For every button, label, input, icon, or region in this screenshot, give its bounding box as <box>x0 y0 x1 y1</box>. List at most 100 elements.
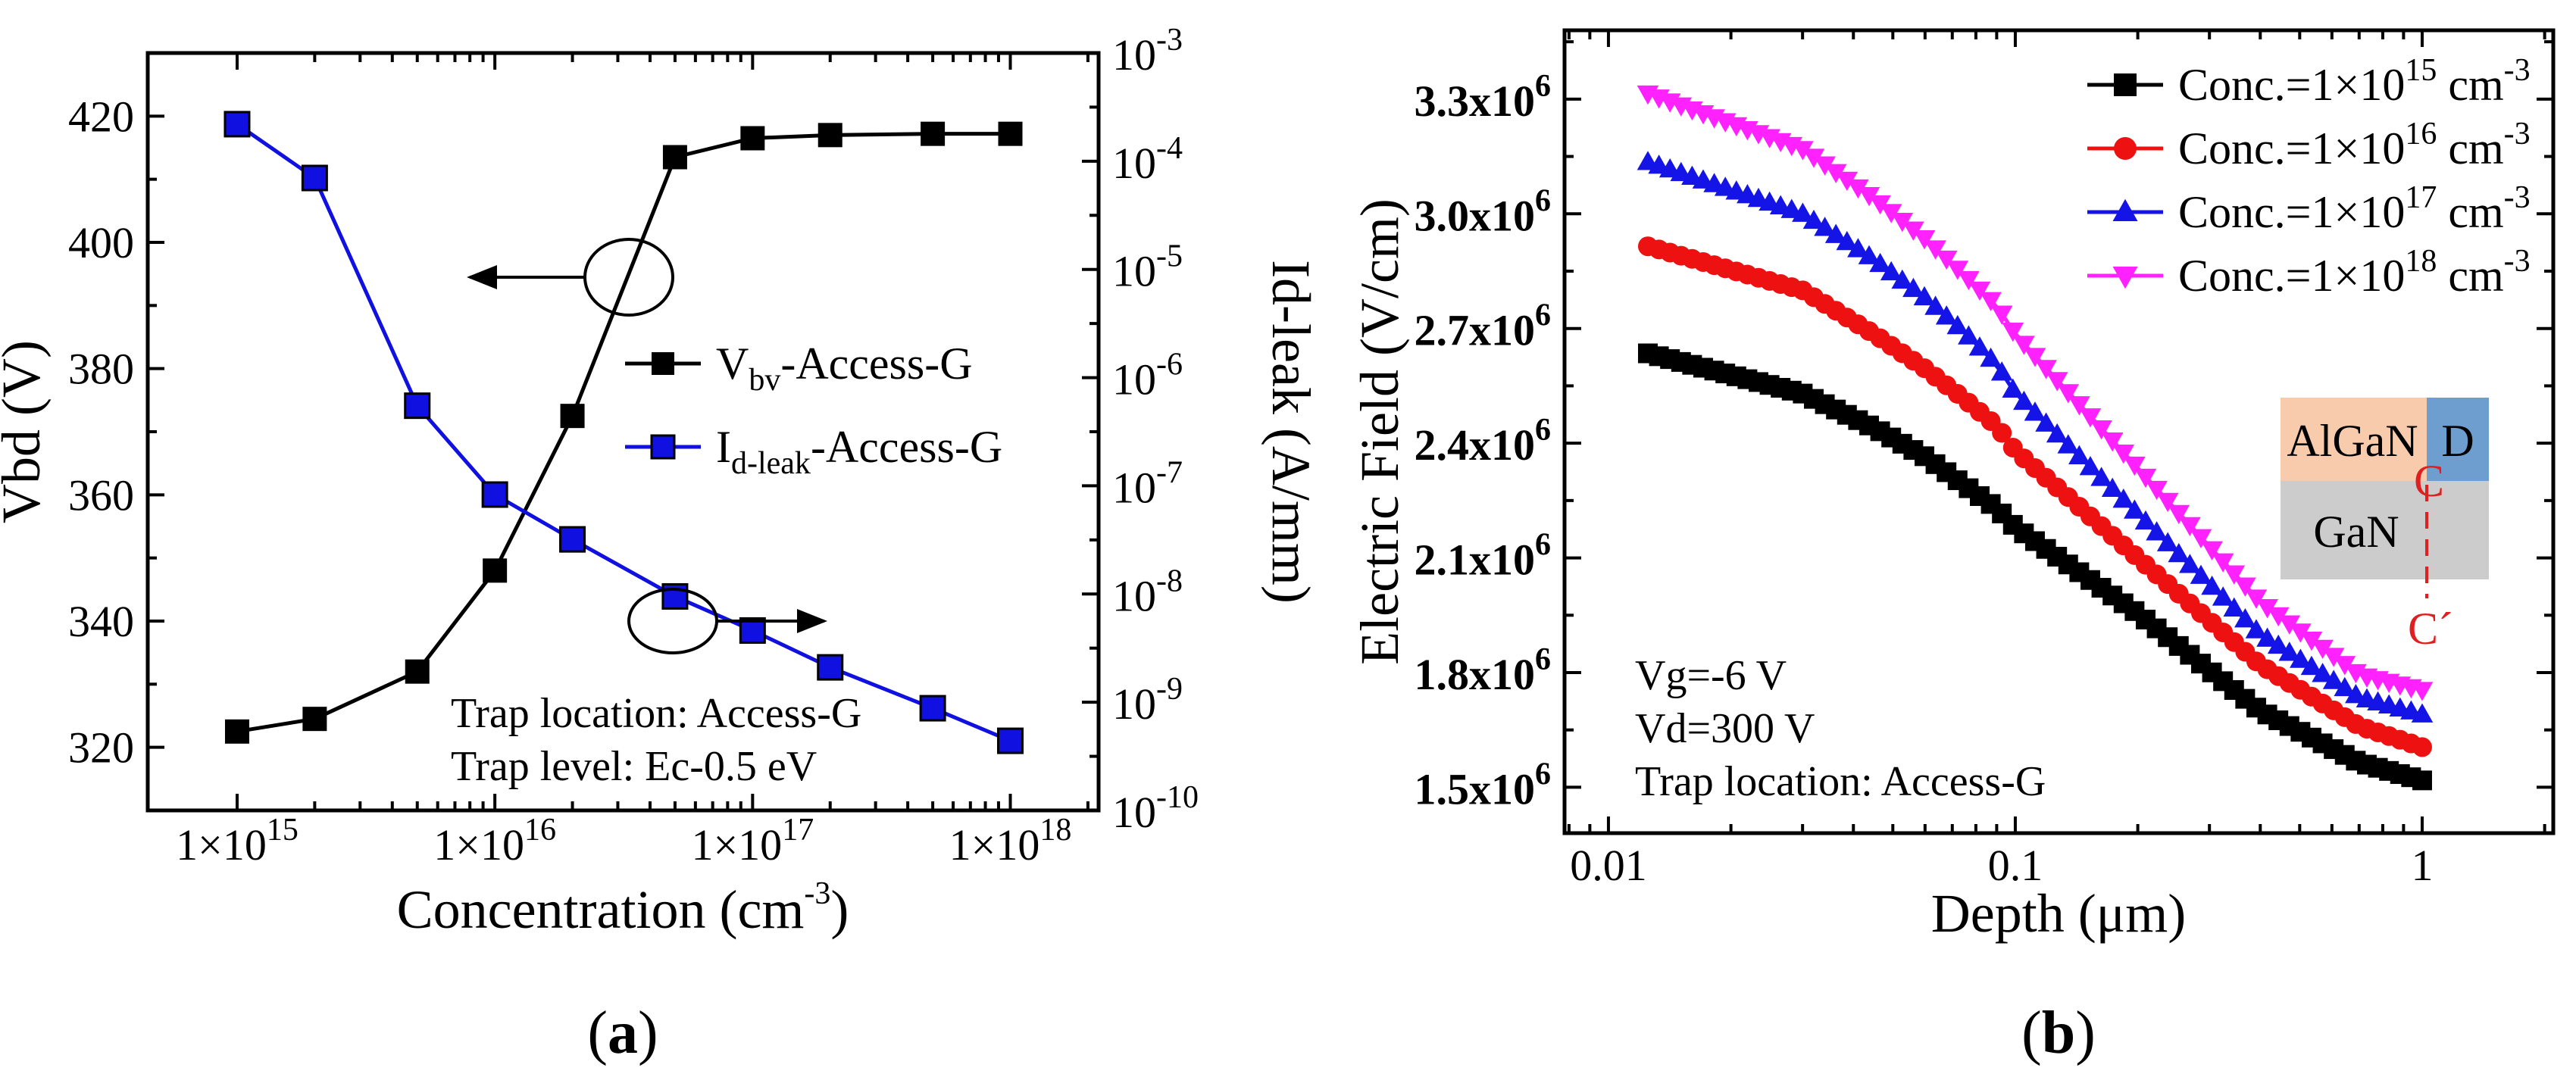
panel-b-data-point <box>2322 670 2345 689</box>
panel-b-data-point <box>1847 179 1869 199</box>
panel-b-data-point <box>2002 322 2024 342</box>
panel-b-data-point <box>1792 202 1814 222</box>
panel-b-data-point <box>1814 217 1836 236</box>
panel-b-data-point <box>2112 489 2135 508</box>
panel-b-data-point <box>2168 542 2190 563</box>
panel-b-data-point <box>1924 240 1946 260</box>
panel-b-data-point <box>2090 420 2112 440</box>
panel-b-x-tick-label: 1 <box>2411 841 2433 890</box>
panel-b-data-point <box>2334 656 2356 676</box>
panel-b-data-point <box>2223 565 2246 585</box>
panel-b-data-point <box>2057 384 2080 404</box>
panel-b-data-point <box>1802 209 1825 229</box>
panel-b-data-point <box>2046 372 2068 392</box>
panel-b-data-point <box>2068 445 2090 464</box>
panel-b-x-tick-label: 0.1 <box>1988 841 2043 890</box>
legend-label-vbv: Vbv-Access-G <box>716 339 973 398</box>
structure-inset: AlGaN D GaN C C´ <box>2281 398 2489 654</box>
panel-a-annotation-trap-location: Trap location: Access-G <box>451 690 861 737</box>
legend-marker-conc-2 <box>2112 198 2138 221</box>
panel-b-data-point <box>1980 347 2002 367</box>
panel-b-legend: Conc.=1×1015 cm-3 Conc.=1×1016 cm-3 Conc.=… <box>2087 53 2531 301</box>
legend-label-idleak: Id-leak-Access-G <box>716 422 1002 481</box>
panel-b-data-point <box>2101 432 2124 452</box>
panel-b-data-point <box>2245 589 2268 609</box>
panel-b-data-point <box>2190 564 2212 584</box>
inset-drain-contact <box>2427 398 2489 481</box>
panel-a-annotation-trap-level: Trap level: Ec-0.5 eV <box>451 743 817 790</box>
panel-b-data-point <box>2079 455 2102 476</box>
panel-b-data-point <box>2057 434 2080 454</box>
legend-label-conc-1: Conc.=1×1016 cm-3 <box>2178 117 2531 173</box>
panel-b-data-point <box>2223 597 2246 617</box>
legend-marker-conc-3 <box>2112 267 2138 289</box>
inset-cut-end-label: C´ <box>2408 604 2453 654</box>
panel-b-data-point <box>1836 171 1859 192</box>
panel-b-data-point <box>1880 261 1902 281</box>
panel-a-y2-tick-label: 10-7 <box>1112 455 1183 512</box>
panel-a-x-tick-label: 1×1016 <box>433 813 556 870</box>
panel-b-data-point <box>2290 623 2312 643</box>
panel-b-data-point <box>2278 615 2301 635</box>
panel-b-data-point <box>2256 627 2278 647</box>
panel-b-data-point <box>1924 295 1946 315</box>
panel-b-y-tick-label: 2.4x106 <box>1415 413 1552 470</box>
panel-b-data-point <box>2412 770 2432 791</box>
panel-a-x-tick-label: 1×1018 <box>949 813 1072 870</box>
panel-b-annotation-vd: Vd=300 V <box>1635 705 1815 752</box>
panel-b-data-point <box>2212 553 2234 573</box>
panel-a-y-tick-label: 400 <box>68 218 134 267</box>
panel-b-data-point <box>2146 480 2168 501</box>
panel-b-data-point <box>2112 444 2135 464</box>
panel-b-data-point <box>2002 378 2024 398</box>
panel-b-data-point <box>2124 456 2146 476</box>
panel-b-data-point <box>2245 619 2268 638</box>
panel-b-caption: (b) <box>2021 1000 2096 1066</box>
legend-marker-conc-0 <box>2114 73 2137 96</box>
inset-cut-start-label: C <box>2414 456 2444 506</box>
panel-b-data-point <box>2134 468 2157 489</box>
panel-b-data-point <box>2179 517 2201 537</box>
panel-b-data-point <box>1935 250 1958 270</box>
panel-b-data-point <box>2234 577 2256 597</box>
panel-b-data-point <box>1913 286 1936 306</box>
panel-b-data-point <box>2201 541 2223 560</box>
legend-label-conc-2: Conc.=1×1017 cm-3 <box>2178 180 2531 237</box>
panel-b-data-point <box>1958 270 1980 291</box>
panel-b-y-tick-label: 1.5x106 <box>1415 757 1552 813</box>
panel-a-y-tick-label: 360 <box>68 470 134 520</box>
panel-b-data-point <box>1913 230 1936 250</box>
panel-b-data-point <box>1858 187 1880 207</box>
panel-b-data-point <box>2124 499 2146 519</box>
panel-a-data-point <box>483 558 508 583</box>
panel-a-y2-tick-label: 10-4 <box>1112 131 1183 188</box>
panel-b-y-tick-label: 2.1x106 <box>1415 528 1552 585</box>
panel-b-data-point <box>2090 467 2112 486</box>
panel-a-data-point <box>559 526 586 553</box>
panel-b-data-point <box>1902 277 1924 298</box>
panel-b-y-tick-label: 3.0x106 <box>1415 183 1552 240</box>
panel-b: 0.01 0.1 1 1.5x106 1.8x106 2.1x106 2.4x106 2.7… <box>1349 28 2556 1066</box>
panel-b-data-point <box>2179 554 2201 573</box>
panel-b-annotation-trap-location: Trap location: Access-G <box>1635 758 2046 805</box>
panel-b-data-point <box>1958 325 1980 345</box>
panel-b-data-point <box>1836 230 1859 251</box>
panel-b-data-point <box>1990 305 2013 325</box>
panel-b-data-point <box>2035 360 2057 379</box>
panel-a-data-point <box>560 404 585 429</box>
panel-b-data-point <box>1847 238 1869 258</box>
panel-a-caption: (a) <box>587 1000 658 1066</box>
panel-a-series-line <box>236 132 1011 734</box>
panel-a-data-point <box>224 719 249 744</box>
panel-b-data-point <box>1858 245 1880 264</box>
panel-b-data-point <box>1869 195 1891 215</box>
panel-b-y-tick-label: 2.7x106 <box>1415 298 1552 355</box>
panel-b-data-point <box>1968 336 1991 356</box>
panel-b-y-tick-label: 3.3x106 <box>1415 69 1552 126</box>
panel-b-data-point <box>1814 156 1836 176</box>
panel-b-x-axis-title: Depth (μm) <box>1931 883 2187 944</box>
panel-a-y2-tick-label: 10-9 <box>1112 672 1183 729</box>
panel-b-data-point <box>1990 361 2013 381</box>
panel-b-series-3 <box>1637 85 2434 701</box>
